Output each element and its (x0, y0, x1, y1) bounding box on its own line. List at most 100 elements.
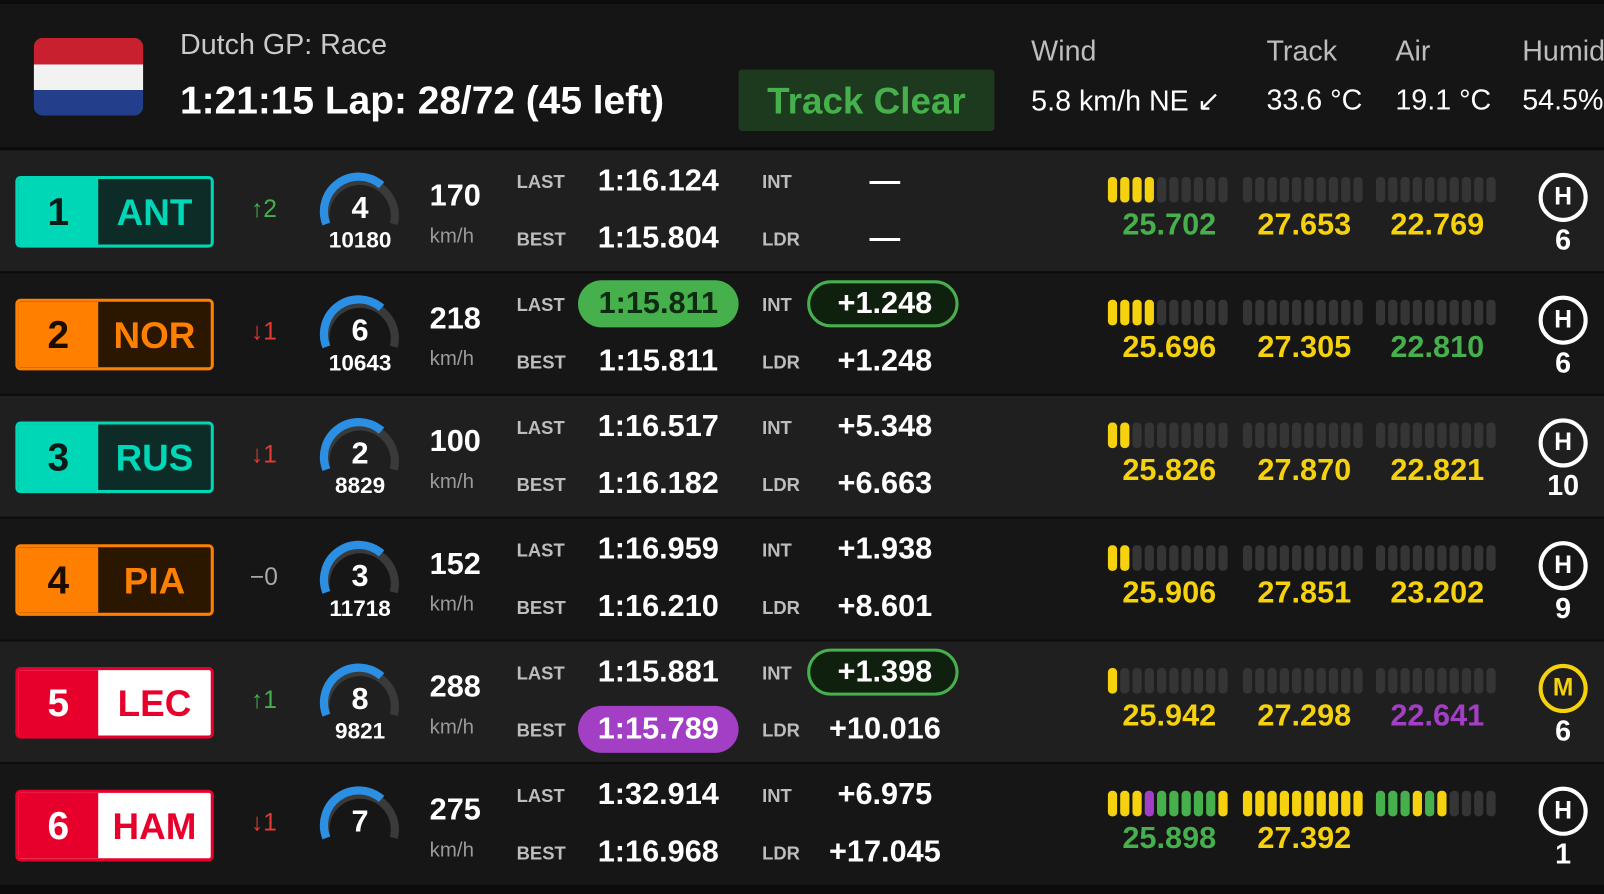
tyre-laps: 10 (1547, 469, 1580, 502)
mini-sector (1120, 422, 1130, 449)
mini-sector (1474, 790, 1484, 817)
mini-sector (1437, 790, 1447, 817)
mini-sector (1341, 790, 1351, 817)
mini-sector (1279, 422, 1289, 449)
mini-sector (1255, 790, 1265, 817)
mini-sector (1425, 422, 1435, 449)
row (0, 150, 1604, 272)
sector-time: 25.906 (1122, 575, 1217, 610)
mini-sector (1218, 790, 1228, 817)
mini-sector (1107, 790, 1118, 817)
sector-time: 22.641 (1390, 698, 1485, 733)
gap-highlight (807, 648, 959, 696)
mini-sector (1400, 545, 1410, 571)
mini-sector (1425, 299, 1435, 326)
position-change: ↓1 (250, 318, 277, 346)
mini-sector (1474, 176, 1484, 203)
row (0, 273, 1604, 394)
mini-sector (1425, 545, 1435, 571)
driver-box: 2 NOR (15, 298, 214, 371)
gap-label: LDR (762, 229, 800, 250)
mini-sector (1132, 176, 1142, 203)
mini-sector (1107, 299, 1118, 326)
gap-time: — (869, 220, 901, 255)
rpm-gauge (319, 786, 399, 840)
lap-label: BEST (516, 842, 566, 864)
mini-sector (1461, 790, 1472, 817)
mini-sector (1144, 668, 1154, 694)
lap-label: LAST (516, 540, 565, 561)
mini-sector (1461, 422, 1472, 449)
tyre-compound: H (1538, 418, 1588, 468)
mini-sector (1144, 790, 1154, 817)
mini-sector (1341, 545, 1351, 571)
mini-sector (1218, 545, 1228, 571)
mini-sector (1388, 422, 1398, 449)
position: 6 (18, 792, 99, 859)
mini-sector (1107, 422, 1118, 449)
lap-time: 1:15.811 (598, 286, 719, 321)
mini-sector (1425, 176, 1435, 203)
mini-sector (1255, 545, 1265, 571)
mini-sector (1353, 422, 1363, 449)
race-status: 1:21:15 Lap: 28/72 (45 left) (180, 79, 665, 123)
row (0, 641, 1604, 763)
mini-sector (1304, 176, 1314, 203)
position: 3 (18, 424, 99, 491)
lap-label: LAST (516, 662, 565, 684)
mini-sector (1328, 299, 1339, 326)
driver-code: ANT (116, 191, 193, 234)
mini-sector (1132, 668, 1142, 694)
mini-sector (1206, 299, 1216, 326)
weather-value: 5.8 km/h NE ↙ (1031, 84, 1221, 117)
gap-label: LDR (762, 597, 800, 618)
mini-sector (1206, 790, 1216, 817)
mini-sector (1144, 299, 1154, 326)
mini-sector (1181, 422, 1191, 449)
mini-sector (1304, 422, 1314, 449)
position-change: ↑1 (250, 686, 277, 715)
mini-sector (1437, 176, 1447, 203)
mini-sector (1132, 545, 1142, 571)
mini-sector (1279, 299, 1289, 326)
mini-sector (1449, 422, 1459, 449)
sector-time: 22.810 (1390, 330, 1485, 365)
mini-sector (1375, 545, 1386, 571)
driver-code: PIA (123, 559, 186, 602)
mini-sector (1242, 790, 1253, 817)
mini-sector (1461, 176, 1472, 203)
tyre-laps: 9 (1555, 592, 1572, 625)
mini-sector (1400, 790, 1410, 817)
mini-sector (1120, 299, 1130, 326)
mini-sector (1169, 299, 1179, 326)
gap-label: LDR (762, 720, 800, 741)
mini-sector (1242, 668, 1253, 694)
mini-sector (1144, 545, 1154, 571)
mini-sector (1193, 422, 1204, 449)
lap-time: 1:16.182 (597, 466, 719, 501)
gear: 2 (351, 436, 369, 471)
mini-sector (1328, 790, 1339, 817)
mini-sector (1242, 176, 1253, 203)
lap-label: BEST (516, 229, 566, 250)
mini-sector (1341, 299, 1351, 326)
rpm-gauge (319, 418, 399, 472)
lap-label: LAST (516, 785, 565, 807)
rpm: 10180 (328, 227, 392, 253)
sector-time: 25.702 (1122, 207, 1217, 242)
weather-value: 33.6 °C (1266, 83, 1363, 116)
mini-sector (1120, 790, 1130, 817)
mini-sector (1449, 668, 1459, 694)
speed-unit: km/h (429, 838, 475, 862)
mini-sector (1181, 299, 1191, 326)
mini-sector (1412, 790, 1422, 817)
mini-sector (1120, 176, 1130, 203)
mini-sector (1437, 422, 1447, 449)
mini-sector (1218, 668, 1228, 694)
driver-box: 3 RUS (15, 421, 214, 494)
mini-sector (1461, 668, 1472, 694)
gap-time: +6.663 (837, 466, 933, 501)
gear: 8 (351, 682, 369, 717)
gap-time: +17.045 (828, 834, 941, 869)
mini-sector (1279, 545, 1289, 571)
